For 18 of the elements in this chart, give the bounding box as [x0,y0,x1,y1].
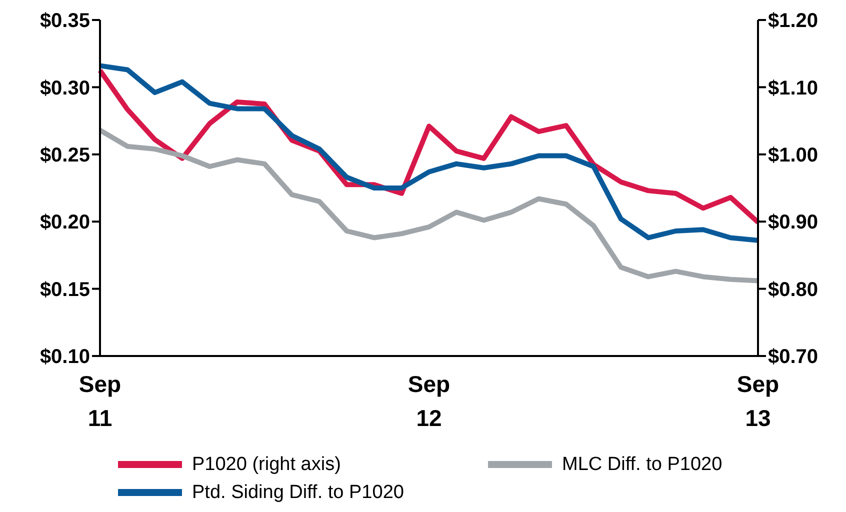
y2-tick-label: $0.70 [768,346,818,368]
y-tick-label: $0.35 [40,10,90,32]
y-tick-label: $0.25 [40,144,90,166]
y2-tick-label: $1.10 [768,77,818,100]
legend-label: P1020 (right axis) [192,454,341,476]
legend-label: Ptd. Siding Diff. to P1020 [192,482,404,504]
y2-tick-label: $1.20 [768,10,818,32]
y2-tick-label: $0.90 [768,212,818,234]
y-tick-label: $0.20 [40,212,90,234]
legend-label: MLC Diff. to P1020 [562,454,722,476]
y2-tick-label: $0.80 [768,278,818,301]
y-tick-label: $0.30 [40,77,90,100]
x-tick-label: Sep 13 [736,371,780,431]
x-tick-label: Sep 11 [78,371,122,431]
y-tick-label: $0.10 [40,346,90,368]
y-tick-label: $0.15 [40,278,90,301]
y2-tick-label: $1.00 [768,144,818,166]
x-tick-label: Sep 12 [408,371,450,431]
